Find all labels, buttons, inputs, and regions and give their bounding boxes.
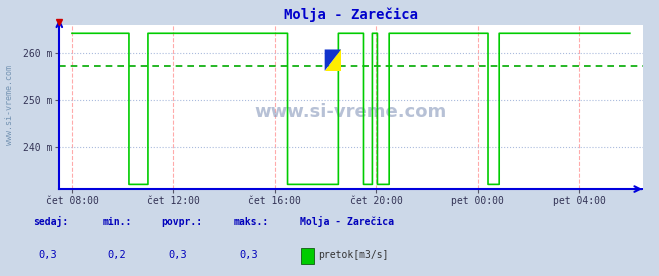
Text: pretok[m3/s]: pretok[m3/s] [318, 250, 388, 260]
Text: sedaj:: sedaj: [33, 216, 68, 227]
Text: 0,3: 0,3 [38, 250, 57, 260]
Text: min.:: min.: [102, 217, 132, 227]
Polygon shape [325, 49, 341, 71]
Text: povpr.:: povpr.: [161, 217, 202, 227]
Text: Molja - Zarečica: Molja - Zarečica [300, 216, 394, 227]
Text: 0,3: 0,3 [168, 250, 186, 260]
Text: maks.:: maks.: [234, 217, 269, 227]
Text: 0,3: 0,3 [239, 250, 258, 260]
Text: 0,2: 0,2 [107, 250, 126, 260]
Polygon shape [325, 49, 341, 71]
Title: Molja - Zarečica: Molja - Zarečica [284, 8, 418, 22]
Text: www.si-vreme.com: www.si-vreme.com [5, 65, 14, 145]
Text: www.si-vreme.com: www.si-vreme.com [255, 103, 447, 121]
